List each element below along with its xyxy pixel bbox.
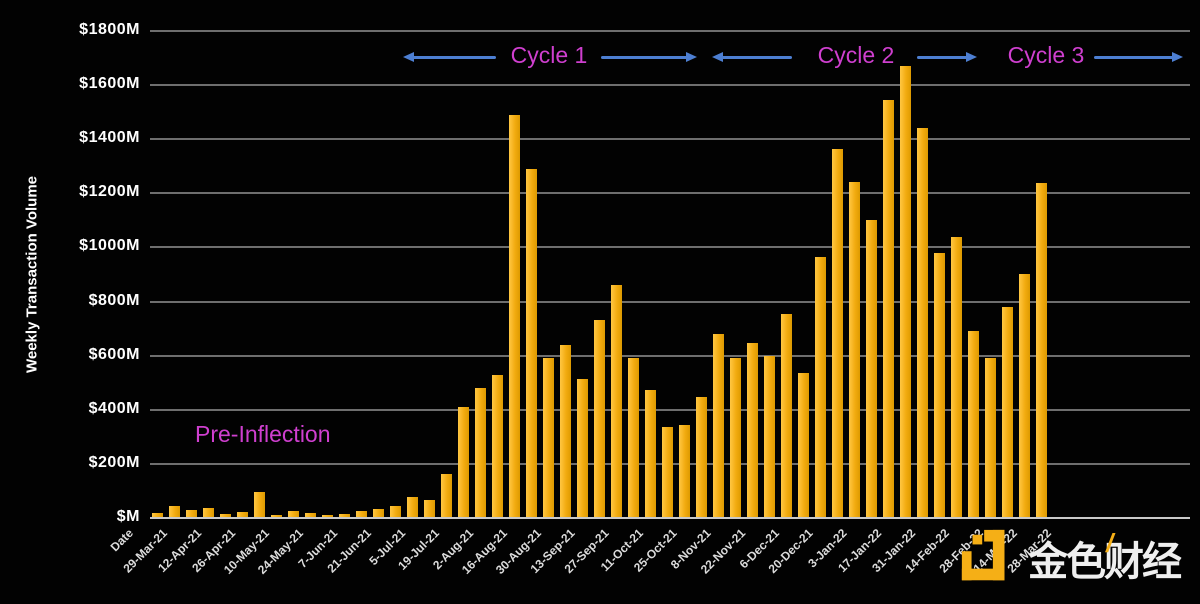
y-tick-$200M: $200M [88, 453, 140, 471]
bar-31-May-21 [305, 513, 316, 518]
cycle3-label: Cycle 3 [1007, 42, 1085, 68]
y-tick-$M: $M [116, 508, 140, 525]
bar-28-Mar-22 [1036, 183, 1047, 518]
bar-9-Aug-21 [475, 388, 486, 518]
bar-7-Jun-21 [322, 515, 333, 518]
gridline-800M [150, 300, 1190, 303]
bar-6-Sep-21 [543, 358, 554, 518]
cycle3-right-arrow-line [1094, 56, 1174, 59]
bar-27-Sep-21 [594, 320, 605, 518]
cycle1-label: Cycle 1 [510, 42, 588, 68]
bar-7-Mar-22 [985, 358, 996, 518]
gridline-1800M [150, 30, 1190, 32]
cycle1-right-arrow-head-icon [686, 52, 697, 62]
bar-12-Jul-21 [407, 497, 418, 518]
bar-29-Nov-21 [747, 343, 758, 518]
bar-11-Oct-21 [628, 358, 639, 518]
bar-22-Nov-21 [730, 358, 741, 518]
bar-21-Jun-21 [356, 511, 367, 518]
bar-24-May-21 [288, 511, 299, 518]
bar-1-Nov-21 [679, 425, 690, 518]
bar-31-Jan-22 [900, 66, 911, 518]
bar-20-Sep-21 [577, 379, 588, 518]
cycle1-left-arrow-head-icon [403, 52, 414, 62]
bar-6-Dec-21 [764, 356, 775, 518]
bar-24-Jan-22 [883, 100, 894, 518]
jinse-finance-logo-icon [961, 529, 1005, 581]
y-tick-$1400M: $1400M [79, 129, 140, 147]
bar-21-Feb-22 [951, 237, 962, 518]
bar-5-Jul-21 [390, 506, 401, 518]
bar-16-Aug-21 [492, 375, 503, 518]
bar-28-Feb-22 [968, 331, 979, 518]
bar-25-Oct-21 [662, 427, 673, 518]
y-tick-$1000M: $1000M [79, 237, 140, 255]
bar-19-Jul-21 [424, 500, 435, 518]
bar-8-Nov-21 [696, 397, 707, 518]
bar-17-Jan-22 [866, 220, 877, 518]
bar-18-Oct-21 [645, 390, 656, 518]
bar-7-Feb-22 [917, 128, 928, 518]
bar-14-Feb-22 [934, 253, 945, 518]
gridline-1400M [150, 138, 1190, 141]
bar-20-Dec-21 [798, 373, 809, 518]
gridline-1200M [150, 192, 1190, 195]
bar-14-Mar-22 [1002, 307, 1013, 518]
y-tick-$400M: $400M [88, 399, 140, 417]
bar-15-Nov-21 [713, 334, 724, 518]
y-tick-$600M: $600M [88, 345, 140, 363]
cycle2-left-arrow-line [721, 56, 792, 59]
bar-29-Mar-21 [152, 513, 163, 518]
gridline-1600M [150, 84, 1190, 87]
x-tick-Date: Date [107, 526, 136, 555]
bar-17-May-21 [271, 515, 282, 518]
cycle2-label: Cycle 2 [817, 42, 895, 68]
gridline-0M [150, 517, 1190, 519]
bar-13-Dec-21 [781, 314, 792, 518]
y-tick-$1200M: $1200M [79, 183, 140, 201]
cycle3-right-arrow-head-icon [1172, 52, 1183, 62]
gridline-400M [150, 408, 1190, 411]
bar-10-Jan-22 [849, 182, 860, 518]
cycle1-left-arrow-line [412, 56, 496, 59]
cycle2-right-arrow-head-icon [966, 52, 977, 62]
bar-26-Jul-21 [441, 474, 452, 518]
bar-23-Aug-21 [509, 115, 520, 518]
bar-3-May-21 [237, 512, 248, 518]
bar-28-Jun-21 [373, 509, 384, 518]
bar-19-Apr-21 [203, 508, 214, 518]
bar-12-Apr-21 [186, 510, 197, 518]
bar-13-Sep-21 [560, 345, 571, 518]
cycle1-right-arrow-line [601, 56, 688, 59]
watermark-text: 金色财经 [1028, 540, 1182, 584]
bar-3-Jan-22 [832, 149, 843, 518]
cycle2-right-arrow-line [917, 56, 968, 59]
bar-14-Jun-21 [339, 514, 350, 518]
bar-2-Aug-21 [458, 407, 469, 518]
bar-27-Dec-21 [815, 257, 826, 518]
y-tick-$1600M: $1600M [79, 75, 140, 93]
bar-4-Oct-21 [611, 285, 622, 518]
gridline-1000M [150, 246, 1190, 249]
bar-21-Mar-22 [1019, 274, 1030, 518]
gridline-600M [150, 354, 1190, 357]
bar-10-May-21 [254, 492, 265, 518]
watermark-gold-slash: / [1106, 528, 1114, 558]
pre-inflection-label: Pre-Inflection [195, 421, 331, 447]
bar-26-Apr-21 [220, 514, 231, 518]
cycle2-left-arrow-head-icon [712, 52, 723, 62]
bar-30-Aug-21 [526, 169, 537, 518]
bar-5-Apr-21 [169, 506, 180, 518]
y-tick-$1800M: $1800M [79, 21, 140, 38]
jinse-finance-watermark: 金色财经 / [958, 520, 1196, 596]
y-tick-$800M: $800M [88, 291, 140, 309]
